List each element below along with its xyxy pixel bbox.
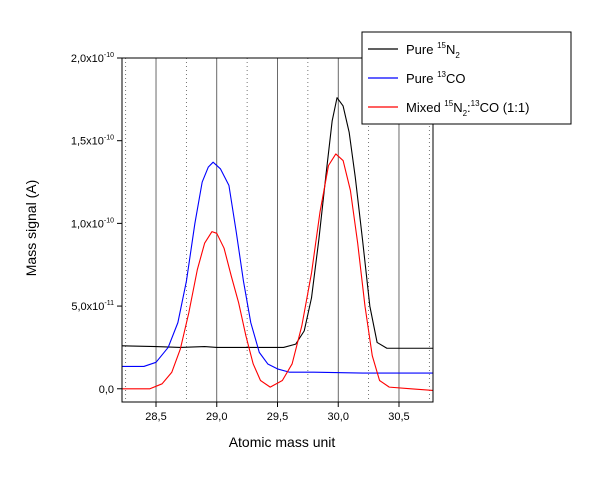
x-tick-label: 29,5	[267, 411, 288, 423]
y-axis-label: Mass signal (A)	[23, 180, 39, 276]
y-tick-label: 1,5x10-10	[71, 135, 114, 148]
legend-entry-2: Mixed 15N2:13CO (1:1)	[406, 99, 529, 118]
grid-layer	[125, 58, 430, 402]
x-axis-label: Atomic mass unit	[229, 434, 336, 450]
legend: Pure 15N2 Pure 13CO Mixed 15N2:13CO (1:1)	[361, 31, 572, 125]
x-tick-label: 28,5	[145, 411, 166, 423]
y-tick-label: 1,0x10-10	[71, 217, 114, 230]
y-tick-label: 0,0	[99, 384, 114, 396]
y-tick-label: 2,0x10-10	[71, 52, 114, 65]
legend-entry-1: Pure 13CO	[406, 70, 465, 86]
series-layer	[121, 97, 434, 391]
tick-layer: 28,5 29,0 29,5 30,0 30,5 0,0 5,0x10-11 1,0x10-1…	[71, 52, 410, 423]
x-tick-label: 30,0	[328, 411, 349, 423]
series-line-1	[122, 161, 433, 374]
x-tick-label: 30,5	[388, 411, 409, 423]
series-line-2	[122, 153, 434, 391]
series-line-0	[121, 97, 433, 349]
x-tick-label: 29,0	[206, 411, 227, 423]
legend-entry-0: Pure 15N2	[406, 41, 460, 60]
y-tick-label: 5,0x10-11	[71, 300, 114, 313]
